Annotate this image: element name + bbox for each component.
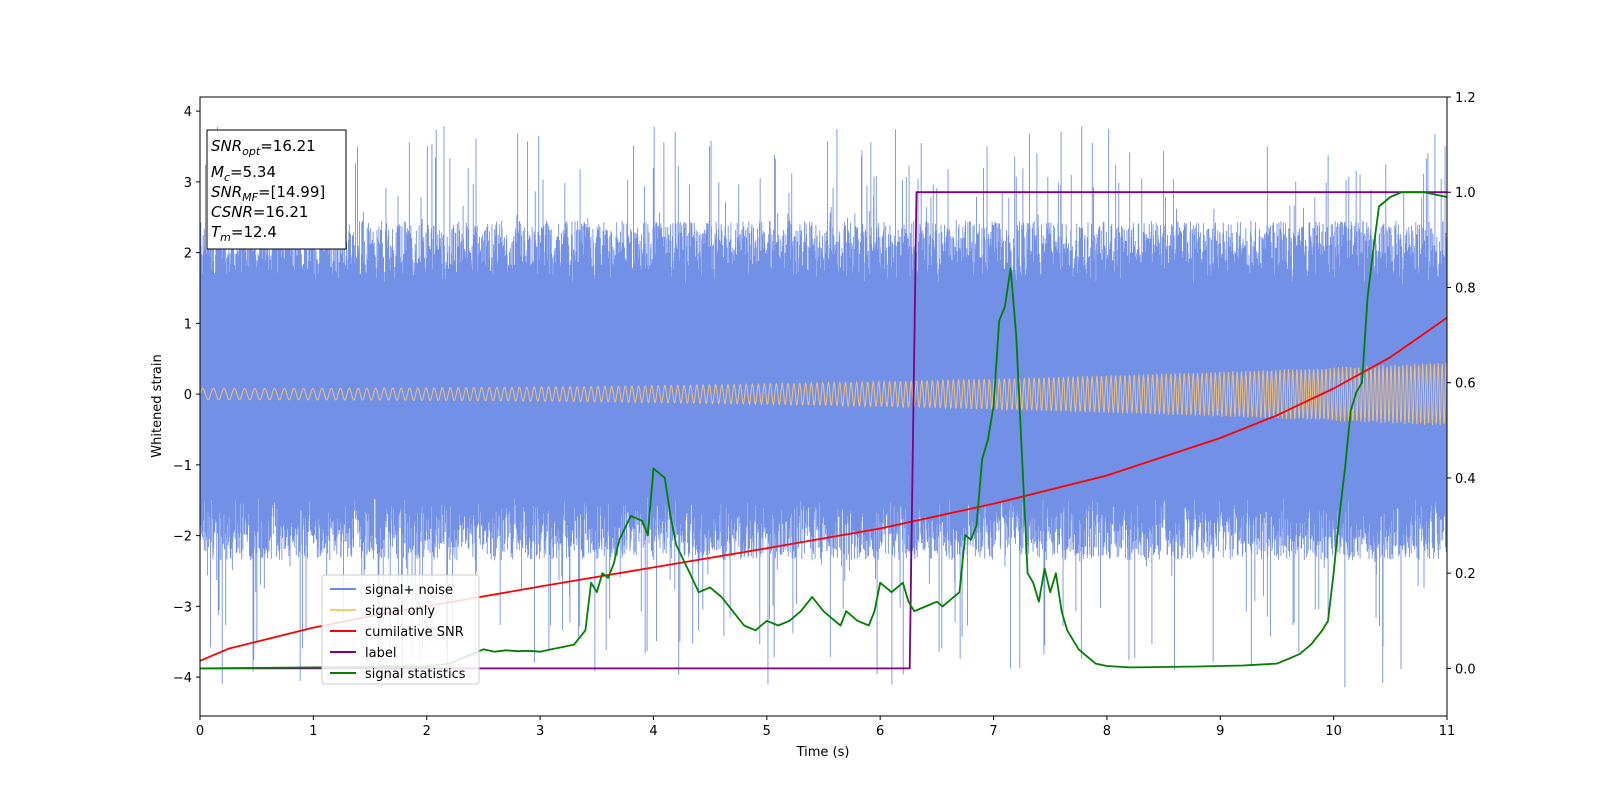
annotation-subscript: MF	[242, 191, 258, 204]
x-axis-label: Time (s)	[796, 745, 850, 760]
annotation-symbol: SNR	[211, 183, 242, 201]
x-tick-label: 10	[1325, 724, 1342, 739]
series-layer	[200, 126, 1447, 688]
series-line-label	[200, 191, 1447, 670]
series-line-signal-statistics	[200, 191, 1447, 670]
x-tick-label: 0	[196, 724, 204, 739]
y-left-tick-label: −3	[173, 600, 192, 615]
y-left-tick-label: 0	[184, 388, 192, 403]
legend-label: cumilative SNR	[365, 625, 464, 640]
x-tick-label: 3	[536, 724, 544, 739]
plot-frame	[199, 96, 1448, 717]
annotation-value: =12.4	[231, 223, 277, 241]
y-left-tick-label: −4	[173, 671, 192, 686]
y-right-tick-label: 1.2	[1455, 91, 1476, 106]
annotation-value: =5.34	[230, 163, 276, 181]
legend-label: label	[365, 646, 396, 661]
annotation-symbol: T	[211, 223, 222, 241]
annotation-value: =[14.99]	[258, 183, 325, 201]
y-left-tick-label: 4	[184, 105, 192, 120]
legend-label: signal statistics	[365, 667, 466, 682]
annotation-symbol: M	[211, 163, 224, 181]
x-tick-label: 7	[989, 724, 997, 739]
annotation-value: =16.21	[253, 203, 309, 221]
y-right-tick-label: 0.4	[1455, 472, 1476, 487]
x-tick-label: 8	[1103, 724, 1111, 739]
axes-layer: 0 1 2 3 4 5 6 7 8 9 10 11 −4 −3 −2 −1 0 1 2 3 4 0.0 0.2 0.4 0.6 0…	[173, 91, 1476, 739]
legend-label: signal only	[365, 604, 435, 619]
annotation-subscript: c	[224, 171, 230, 184]
y-left-tick-label: −1	[173, 459, 192, 474]
x-tick-label: 1	[309, 724, 317, 739]
annotation-subscript: opt	[242, 145, 261, 158]
series-line-signal-only	[200, 362, 1447, 426]
annotation-line: CSNR=16.21	[211, 203, 308, 221]
y-left-tick-label: −2	[173, 530, 192, 545]
x-tick-label: 4	[649, 724, 657, 739]
annotation-frame	[206, 129, 347, 250]
annotation-line: SNRMF=[14.99]	[211, 183, 325, 204]
x-tick-label: 5	[763, 724, 771, 739]
y-right-tick-label: 0.8	[1455, 281, 1476, 296]
annotation-line: Tm=12.4	[211, 223, 277, 244]
annotation-box: SNRopt=16.21Mc=5.34SNRMF=[14.99]CSNR=16.…	[206, 129, 347, 250]
x-tick-label: 2	[423, 724, 431, 739]
y-right-tick-label: 0.2	[1455, 567, 1476, 582]
annotation-line: Mc=5.34	[211, 163, 276, 184]
annotation-symbol: SNR	[211, 137, 242, 155]
legend: signal+ noise signal only cumilative SNR la…	[321, 574, 480, 685]
y-right-tick-label: 0.6	[1455, 377, 1476, 392]
y-right-tick-label: 1.0	[1455, 186, 1476, 201]
legend-label: signal+ noise	[365, 583, 453, 598]
y-left-tick-label: 1	[184, 317, 192, 332]
y-axis-label: Whitened strain	[150, 354, 165, 457]
x-tick-label: 11	[1439, 724, 1456, 739]
y-right-tick-label: 0.0	[1455, 662, 1476, 677]
x-tick-label: 6	[876, 724, 884, 739]
y-left-tick-label: 3	[184, 176, 192, 191]
annotation-value: =16.21	[260, 137, 316, 155]
legend-frame	[321, 574, 480, 685]
annotation-symbol: CSNR	[211, 203, 253, 221]
annotation-line: SNRopt=16.21	[211, 137, 316, 158]
series-line-cumilative-snr	[200, 316, 1447, 662]
x-tick-label: 9	[1216, 724, 1224, 739]
annotation-subscript: m	[220, 231, 231, 244]
y-left-tick-label: 2	[184, 247, 192, 262]
